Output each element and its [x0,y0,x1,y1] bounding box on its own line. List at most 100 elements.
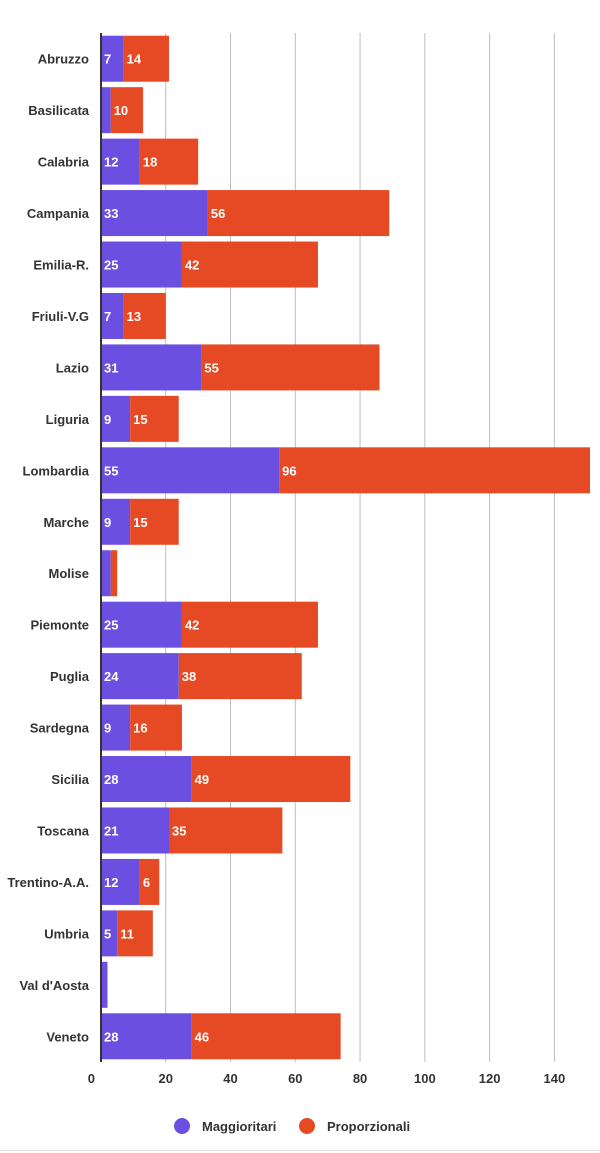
data-label: 14 [127,52,142,67]
bar-segment-maggioritari [101,704,131,751]
category-label: Emilia-R. [33,258,89,273]
data-label: 56 [211,206,225,221]
data-label: 28 [104,1029,118,1044]
bar-segment-proporzionali [279,447,590,494]
category-label: Friuli-V.G [32,309,89,324]
category-label: Marche [43,515,89,530]
bar-segment-maggioritari [101,395,131,442]
bar-segment-maggioritari [101,601,182,648]
data-label: 42 [185,618,199,633]
data-label: 7 [104,52,111,67]
bar-segment-proporzionali [169,807,283,854]
bar-segment-maggioritari [101,498,131,545]
category-label: Piemonte [30,618,89,633]
bar-segment-maggioritari [101,138,140,185]
bar-segment-maggioritari [101,807,170,854]
x-tick-label: 120 [479,1071,501,1086]
data-label: 6 [143,875,150,890]
bar-segment-maggioritari [101,858,140,905]
category-label: Molise [49,566,89,581]
data-label: 42 [185,258,199,273]
category-label: Puglia [50,669,90,684]
bar-segment-proporzionali [123,292,166,339]
data-label: 25 [104,258,118,273]
x-tick-label: 80 [353,1071,367,1086]
data-label: 24 [104,669,119,684]
category-labels: Abruzzo Basilicata Calabria Campania Emilia-… [7,52,89,1045]
category-label: Toscana [37,823,90,838]
data-label: 9 [104,515,111,530]
bar-segment-maggioritari [101,961,108,1008]
x-tick-label: 60 [288,1071,302,1086]
data-label: 15 [133,412,147,427]
bar-segment-proporzionali [123,35,170,82]
bar-segment-maggioritari [101,190,208,237]
data-label: 35 [172,823,186,838]
data-label: 11 [120,926,134,941]
bar-segment-proporzionali [110,87,144,134]
bar-segment-proporzionali [181,241,318,288]
x-tick-label: 100 [414,1071,436,1086]
data-label: 38 [182,669,196,684]
bar-segment-proporzionali [130,498,179,545]
data-label: 9 [104,721,111,736]
bar-segment-maggioritari [101,653,179,700]
data-label: 46 [195,1029,209,1044]
category-label: Veneto [46,1029,89,1044]
bar-segment-maggioritari [101,241,182,288]
bar-segment-proporzionali [117,910,153,957]
category-label: Umbria [44,926,90,941]
bar-segment-maggioritari [101,344,202,391]
data-label: 16 [133,721,147,736]
bar-segment-maggioritari [101,447,280,494]
data-label: 18 [143,155,157,170]
legend-label-proporzionali: Proporzionali [327,1119,410,1134]
category-label: Sardegna [30,721,90,736]
data-label: 49 [195,772,209,787]
bar-segment-maggioritari [101,1013,192,1060]
x-tick-label: 40 [223,1071,237,1086]
category-label: Campania [27,206,90,221]
category-label: Trentino-A.A. [7,875,89,890]
data-label: 33 [104,206,118,221]
legend-swatch-proporzionali [299,1118,315,1134]
bar-segment-proporzionali [201,344,380,391]
bar-segment-maggioritari [101,87,111,134]
category-label: Liguria [46,412,90,427]
bar-segment-proporzionali [130,704,182,751]
x-axis-ticks: 0 20 40 60 80 100 120 140 [88,1071,565,1086]
data-label: 12 [104,875,118,890]
footer-divider [0,1150,600,1151]
data-label: 31 [104,360,118,375]
category-label: Abruzzo [38,52,89,67]
category-label: Val d'Aosta [19,978,89,993]
data-label: 10 [114,103,128,118]
x-tick-label: 0 [88,1071,95,1086]
x-tick-label: 20 [159,1071,173,1086]
x-tick-label: 140 [544,1071,566,1086]
legend-label-maggioritari: Maggioritari [202,1119,276,1134]
legend: Maggioritari Proporzionali [174,1118,410,1134]
bar-segment-proporzionali [178,653,302,700]
data-label: 12 [104,155,118,170]
data-label: 21 [104,823,118,838]
data-label: 15 [133,515,147,530]
data-label: 55 [204,360,218,375]
grid-lines [165,33,555,1062]
bar-segment-maggioritari [101,910,118,957]
data-label: 96 [282,463,296,478]
bar-segment-proporzionali [130,395,179,442]
bar-segment-proporzionali [139,138,199,185]
data-label: 55 [104,463,118,478]
bar-segment-proporzionali [207,190,390,237]
data-label: 28 [104,772,118,787]
bar-segment-maggioritari [101,35,124,82]
data-label: 7 [104,309,111,324]
bar-segment-proporzionali [139,858,160,905]
category-label: Calabria [38,155,90,170]
legend-swatch-maggioritari [174,1118,190,1134]
category-label: Basilicata [28,103,89,118]
bar-segment-proporzionali [191,756,351,803]
